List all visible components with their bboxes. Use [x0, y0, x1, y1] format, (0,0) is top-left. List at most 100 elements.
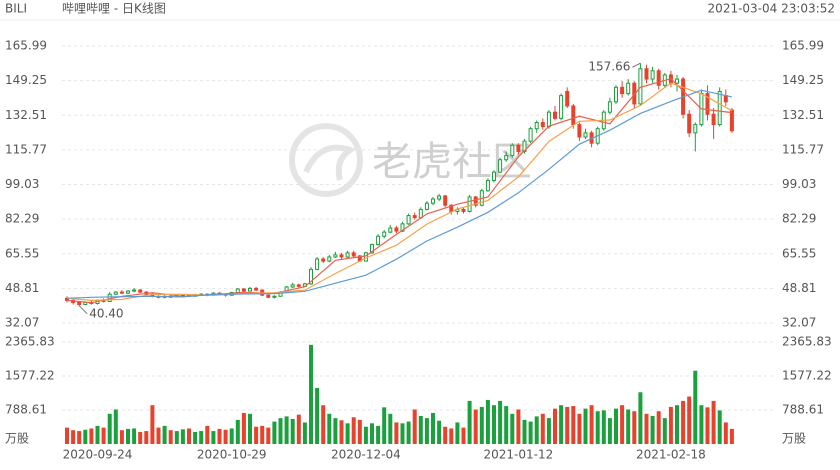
candle-body [626, 82, 631, 95]
y-tick-label: 115.77 [782, 142, 824, 156]
volume-bar [126, 428, 130, 444]
candle-body [638, 68, 643, 105]
y-tick-label: 65.55 [5, 246, 39, 260]
volume-bar [107, 413, 112, 444]
volume-bar [601, 410, 606, 444]
volume-bar [296, 414, 301, 444]
volume-bar [315, 387, 320, 444]
volume-bar [681, 400, 686, 444]
candle-body [675, 78, 679, 84]
candle-body [614, 86, 618, 103]
volume-bar [229, 428, 234, 444]
volume-bar [656, 411, 661, 444]
volume-bar [339, 420, 344, 444]
volume-bar [583, 408, 588, 444]
volume-bar [449, 428, 454, 444]
candle-body [296, 284, 301, 287]
volume-bar [443, 426, 448, 444]
volume-bar [546, 418, 551, 444]
candle-body [333, 254, 338, 258]
volume-bar [705, 407, 710, 444]
volume-bar [424, 418, 429, 444]
volume-bar [180, 429, 185, 444]
candle-body [644, 68, 649, 80]
candle-body [443, 195, 448, 206]
y-tick-label: 165.99 [782, 39, 824, 53]
volume-bar [168, 430, 173, 444]
volume-bar [485, 400, 490, 444]
volume-bar [699, 405, 704, 444]
volume-bar [675, 405, 679, 444]
volume-bar [516, 409, 521, 444]
candle-body [394, 227, 399, 232]
volume-bar [589, 405, 594, 444]
annotation: 40.40 [89, 306, 123, 320]
volume-bar [522, 419, 527, 444]
candle-body [687, 113, 692, 134]
candle-body [723, 95, 728, 103]
y-tick-label: 149.25 [782, 73, 824, 87]
candle-body [577, 124, 582, 138]
y-tick-label: 32.07 [5, 316, 39, 330]
candle-body [406, 215, 411, 225]
volume-bar [662, 418, 667, 444]
volume-bar [382, 407, 387, 444]
volume-bar [644, 413, 649, 444]
candle-body [132, 289, 137, 292]
volume-tick-label: 2365.83 [782, 335, 832, 349]
candle-body [424, 202, 429, 210]
moving-average-line [66, 78, 732, 304]
volume-unit: 万股 [782, 432, 806, 446]
candle-body [412, 215, 417, 219]
volume-bar [461, 427, 466, 444]
candle-body [254, 287, 259, 291]
volume-bar [254, 426, 259, 444]
volume-bar [290, 418, 295, 444]
candle-body [553, 111, 557, 119]
x-tick-label: 2020-09-24 [63, 448, 133, 462]
volume-bar [95, 425, 100, 444]
timestamp: 2021-03-04 23:03:52 [708, 2, 835, 16]
annotation: 157.66 [588, 60, 630, 74]
candle-body [431, 198, 435, 204]
y-tick-label: 99.03 [782, 177, 816, 191]
watermark: 老虎社区 [372, 139, 532, 185]
candle-body [510, 144, 515, 157]
volume-bar [156, 427, 161, 444]
volume-bar [510, 413, 515, 444]
volume-bar [138, 431, 143, 444]
y-tick-label: 82.29 [5, 212, 39, 226]
volume-bar [473, 409, 478, 444]
volume-bar [345, 423, 350, 444]
y-tick-label: 165.99 [5, 39, 47, 53]
candle-body [583, 132, 588, 138]
candle-body [248, 287, 252, 292]
volume-bar [577, 413, 582, 444]
volume-bar [77, 431, 82, 444]
candle-body [461, 208, 466, 212]
volume-bar [193, 431, 198, 444]
volume-bar [211, 431, 216, 444]
candle-body [321, 258, 326, 262]
volume-bar [241, 412, 246, 444]
chart-title: 哔哩哔哩 - 日K线图 [62, 2, 166, 16]
volume-bar [626, 409, 631, 444]
candle-body [504, 155, 509, 161]
candle-body [705, 93, 710, 115]
candle-body [351, 252, 356, 257]
candle-body [437, 195, 442, 200]
y-tick-label: 132.51 [5, 108, 47, 122]
candle-body [382, 231, 387, 237]
volume-bar [595, 411, 600, 444]
y-tick-label: 48.81 [782, 281, 816, 295]
candle-body [370, 244, 374, 254]
candle-body [388, 227, 393, 233]
candle-body [711, 113, 716, 126]
candle-body [315, 258, 320, 270]
volume-bar [607, 418, 612, 444]
candle-body [516, 144, 521, 152]
candle-body [485, 179, 490, 192]
volume-bar [467, 400, 472, 444]
y-tick-label: 32.07 [782, 316, 816, 330]
volume-bar [272, 421, 277, 444]
